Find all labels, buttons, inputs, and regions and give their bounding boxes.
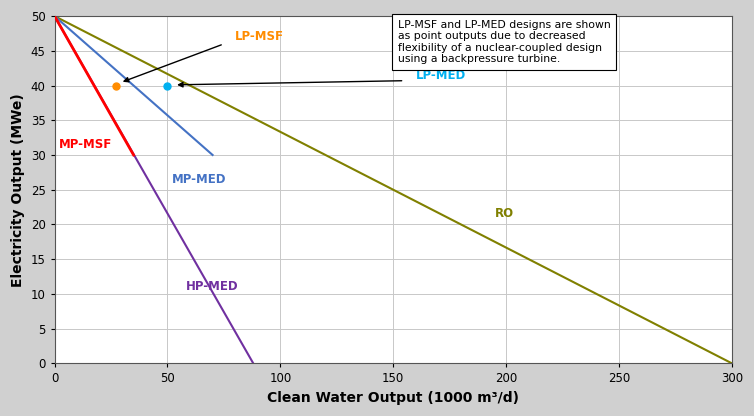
- Text: MP-MED: MP-MED: [172, 173, 226, 186]
- Y-axis label: Electricity Output (MWe): Electricity Output (MWe): [11, 93, 25, 287]
- Text: LP-MSF: LP-MSF: [235, 30, 284, 43]
- Text: LP-MED: LP-MED: [415, 69, 466, 82]
- Text: MP-MSF: MP-MSF: [59, 138, 112, 151]
- Text: RO: RO: [495, 208, 514, 220]
- Text: LP-MSF and LP-MED designs are shown
as point outputs due to decreased
flexibilit: LP-MSF and LP-MED designs are shown as p…: [397, 20, 611, 64]
- X-axis label: Clean Water Output (1000 m³/d): Clean Water Output (1000 m³/d): [267, 391, 520, 405]
- Text: HP-MED: HP-MED: [185, 280, 238, 293]
